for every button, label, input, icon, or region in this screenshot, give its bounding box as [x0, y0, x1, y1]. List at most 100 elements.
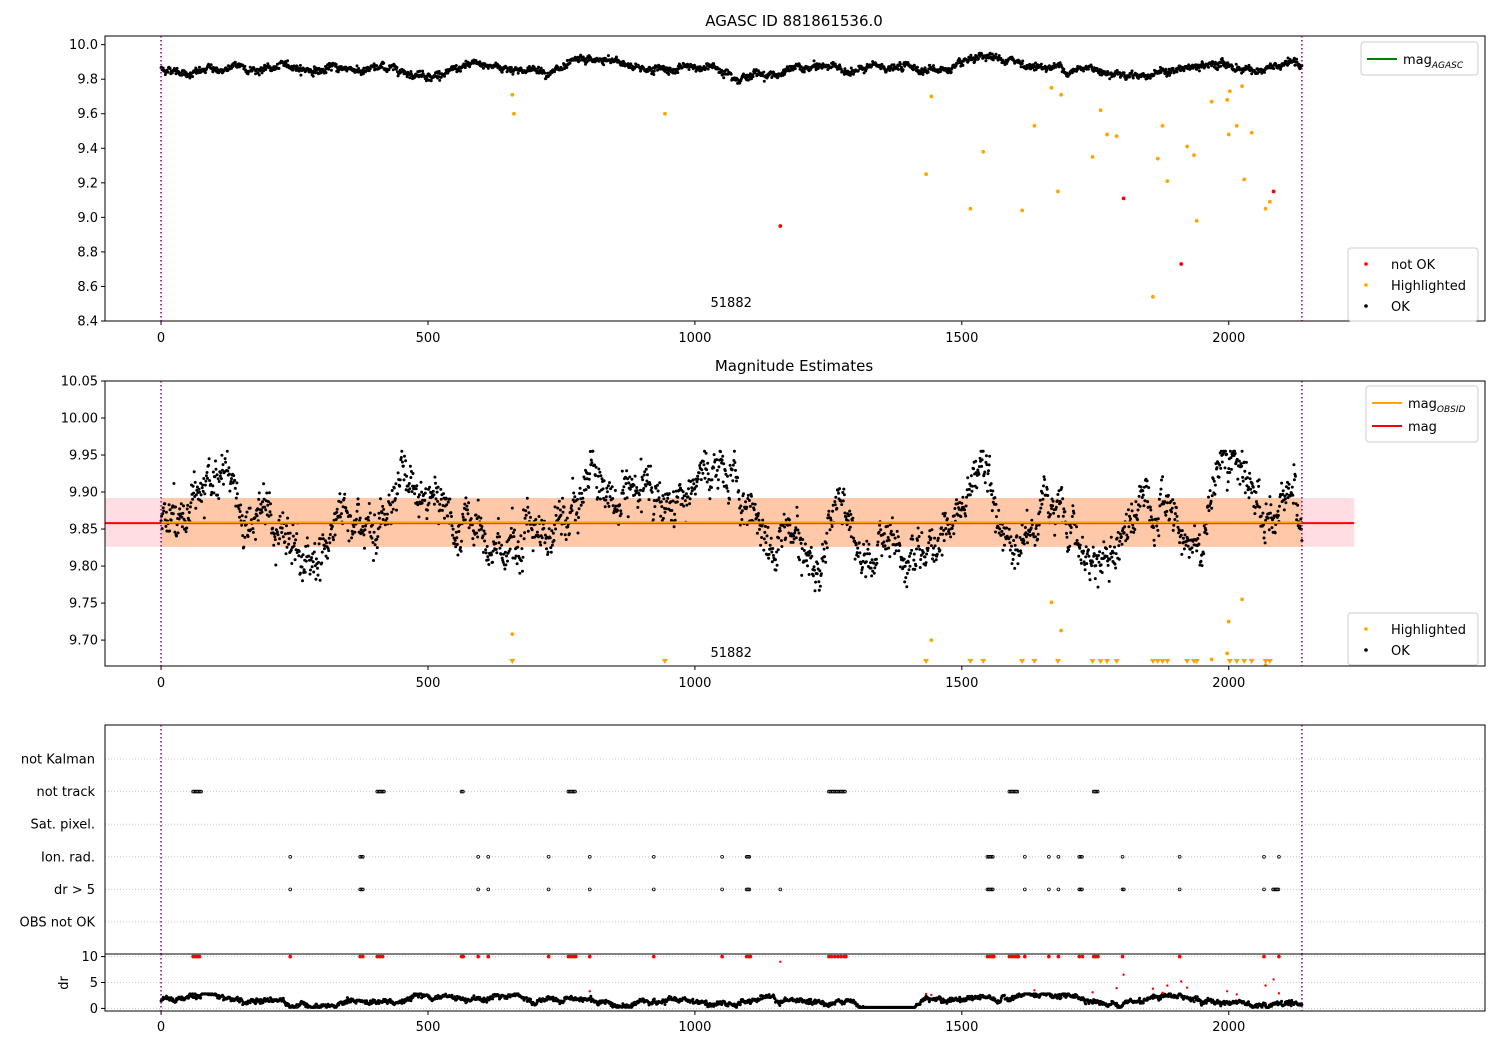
- top-highlighted-point: [1090, 155, 1095, 159]
- middle-ok-point: [540, 536, 544, 540]
- middle-ok-point: [340, 512, 343, 516]
- top-ok-point: [295, 64, 299, 68]
- middle-ok-point: [959, 515, 963, 519]
- middle-ok-point: [440, 508, 444, 512]
- top-ok-point: [939, 70, 942, 74]
- middle-ok-point: [943, 511, 947, 515]
- middle-ok-point: [1262, 536, 1266, 540]
- top-ytick-label: 9.0: [77, 211, 98, 226]
- middle-ok-point: [855, 551, 859, 555]
- middle-ok-point: [471, 537, 475, 541]
- middle-ok-point: [327, 549, 331, 553]
- middle-ok-point: [1113, 545, 1116, 549]
- middle-ok-point: [645, 479, 649, 483]
- top-ok-point: [184, 71, 188, 75]
- top-ok-point: [1075, 69, 1079, 73]
- middle-ok-point: [818, 569, 822, 573]
- middle-ok-point: [342, 496, 346, 500]
- middle-ok-point: [1038, 510, 1042, 514]
- middle-ok-point: [643, 470, 647, 474]
- middle-ok-point: [211, 470, 215, 474]
- middle-ok-point: [444, 496, 448, 500]
- middle-ok-point: [194, 493, 198, 497]
- middle-ok-point: [244, 515, 248, 519]
- middle-ok-point: [1190, 546, 1194, 550]
- middle-ok-point: [981, 449, 985, 453]
- dr-ok-point: [199, 996, 203, 1000]
- middle-ok-point: [818, 584, 822, 588]
- middle-ok-point: [1060, 486, 1064, 489]
- middle-ok-point: [748, 504, 752, 508]
- middle-ok-point: [1263, 541, 1267, 545]
- middle-ok-point: [800, 573, 804, 577]
- top-ok-point: [382, 61, 386, 65]
- middle-ok-point: [576, 497, 579, 501]
- middle-ok-point: [273, 538, 277, 542]
- middle-ok-point: [278, 514, 282, 518]
- middle-ok-point: [227, 466, 231, 470]
- middle-ok-point: [581, 500, 585, 504]
- top-ytick-label: 9.2: [77, 176, 98, 191]
- top-legend-marker: [1364, 262, 1368, 266]
- middle-ok-point: [849, 512, 853, 516]
- middle-ok-point: [203, 483, 207, 487]
- middle-ok-point: [650, 486, 654, 490]
- middle-ok-point: [663, 510, 667, 514]
- middle-ok-point: [491, 549, 495, 553]
- middle-ok-point: [182, 504, 185, 508]
- middle-ok-point: [590, 461, 594, 465]
- middle-ok-point: [559, 513, 563, 517]
- middle-ok-point: [375, 546, 379, 550]
- middle-ok-point: [311, 560, 315, 564]
- middle-ok-point: [554, 527, 558, 531]
- top-xtick-label: 2000: [1212, 331, 1245, 346]
- top-ok-point: [194, 66, 198, 70]
- middle-ok-point: [1165, 501, 1169, 505]
- middle-ok-point: [887, 546, 891, 550]
- middle-ok-point: [1160, 478, 1163, 482]
- middle-ok-point: [767, 556, 771, 560]
- middle-ok-point: [465, 504, 469, 508]
- middle-ok-point: [259, 502, 263, 506]
- middle-ok-point: [313, 542, 317, 545]
- top-ok-point: [991, 58, 995, 62]
- top-highlighted-point: [1114, 134, 1119, 139]
- middle-ok-point: [596, 474, 600, 478]
- middle-ok-point: [870, 558, 874, 562]
- top-ok-point: [421, 69, 425, 73]
- middle-highlighted-point: [510, 632, 515, 637]
- middle-ok-point: [888, 555, 892, 559]
- middle-ok-point: [681, 490, 685, 494]
- middle-ok-point: [920, 531, 924, 535]
- middle-ok-point: [1109, 535, 1113, 539]
- middle-ok-point: [769, 536, 773, 540]
- middle-ok-point: [543, 541, 547, 545]
- middle-ok-point: [1187, 555, 1191, 559]
- middle-ok-point: [737, 489, 741, 493]
- middle-ok-point: [887, 538, 891, 542]
- middle-ok-point: [735, 479, 738, 483]
- middle-ok-point: [1172, 501, 1176, 505]
- middle-ok-point: [682, 504, 686, 508]
- middle-ok-point: [873, 566, 877, 570]
- middle-ok-point: [1019, 551, 1023, 555]
- top-ok-point: [1293, 63, 1297, 67]
- middle-ok-point: [559, 532, 563, 536]
- top-chart-title: AGASC ID 881861536.0: [705, 12, 883, 30]
- middle-ok-point: [198, 490, 201, 494]
- middle-ok-point: [807, 573, 811, 576]
- middle-ok-point: [941, 532, 945, 536]
- middle-ok-point: [1082, 549, 1085, 553]
- middle-ok-point: [558, 508, 562, 512]
- middle-ok-point: [886, 536, 890, 539]
- middle-ok-point: [594, 474, 598, 478]
- middle-ok-point: [604, 498, 608, 502]
- middle-ok-point: [513, 528, 516, 532]
- top-ytick-label: 9.4: [77, 142, 98, 157]
- middle-ok-point: [893, 536, 897, 540]
- middle-ok-point: [1156, 517, 1160, 521]
- middle-ok-point: [281, 511, 285, 515]
- middle-ok-point: [1132, 530, 1136, 534]
- middle-ok-point: [571, 476, 575, 480]
- middle-ok-point: [1245, 476, 1249, 480]
